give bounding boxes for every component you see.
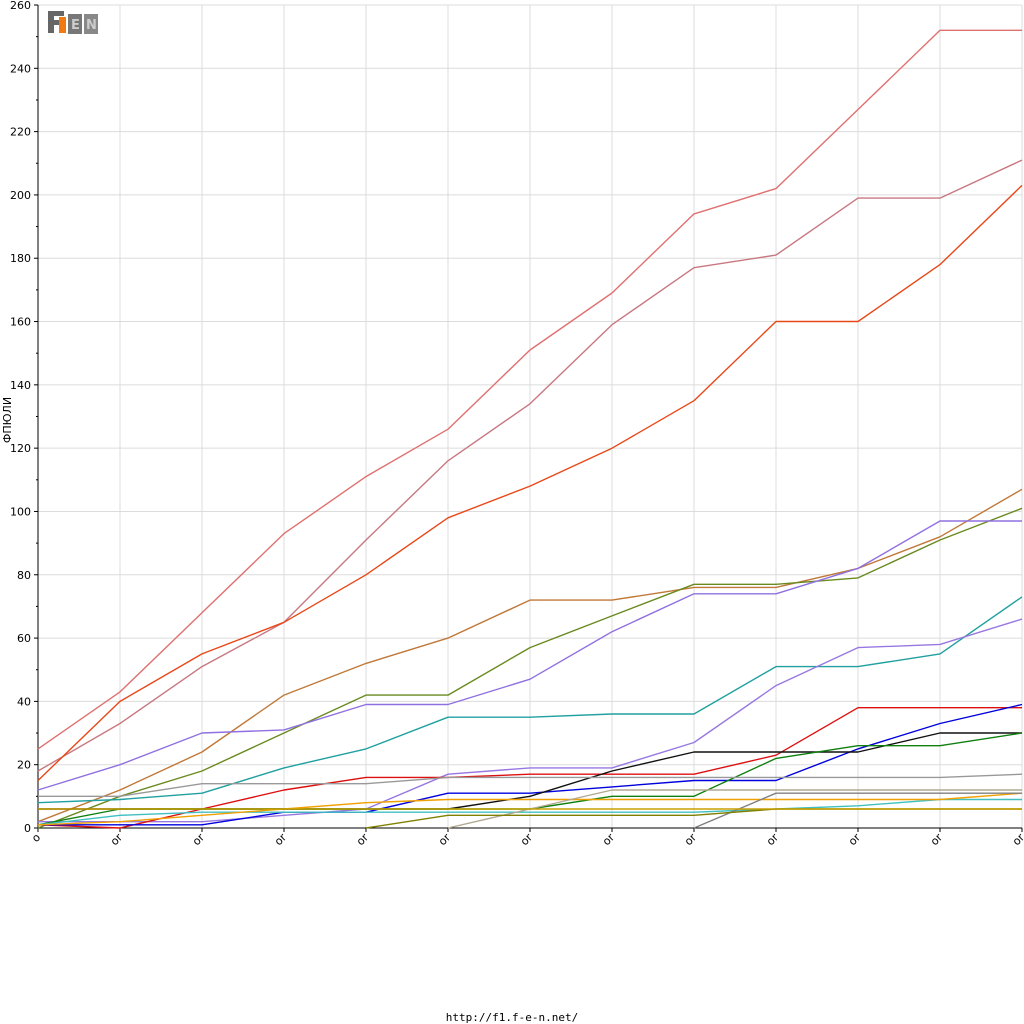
series-line-15 bbox=[447, 789, 1022, 829]
y-tick-label: 20 bbox=[17, 759, 31, 772]
series-line-6 bbox=[37, 596, 1023, 804]
y-tick-label: 60 bbox=[17, 632, 31, 645]
series-line-9 bbox=[38, 703, 1023, 826]
grid-lines bbox=[37, 4, 1023, 829]
y-tick-label: 240 bbox=[10, 62, 31, 75]
y-tick-label: 140 bbox=[10, 379, 31, 392]
series-line-5 bbox=[37, 520, 1022, 791]
y-tick-label: 220 bbox=[10, 126, 31, 139]
footer-url[interactable]: http://f1.f-e-n.net/ bbox=[445, 1011, 579, 1024]
x-tick-label: or bbox=[518, 831, 535, 848]
x-tick-label: or bbox=[928, 831, 945, 848]
y-tick-label: 160 bbox=[10, 316, 31, 329]
y-tick-labels: 0 20 40 60 80 100 120 140 160 180 200 220 240 260 bbox=[10, 0, 31, 835]
x-tick-label: or bbox=[354, 831, 371, 848]
axes bbox=[34, 4, 1023, 832]
f1en-logo: E N bbox=[47, 8, 99, 36]
series-line-4 bbox=[37, 507, 1023, 829]
y-tick-label: 80 bbox=[17, 569, 31, 582]
x-tick-label: or bbox=[764, 831, 781, 848]
y-axis-label: ФПЮЛИ bbox=[1, 397, 14, 443]
y-tick-label: 0 bbox=[24, 822, 31, 835]
series-line-2 bbox=[37, 184, 1023, 782]
y-tick-label: 40 bbox=[17, 695, 31, 708]
x-tick-label: or bbox=[600, 831, 617, 848]
series-line-12 bbox=[38, 773, 1023, 797]
series-line-1 bbox=[37, 159, 1023, 772]
y-tick-label: 180 bbox=[10, 252, 31, 265]
svg-text:N: N bbox=[86, 18, 97, 33]
series-line-14 bbox=[37, 792, 1023, 826]
x-tick-label: or bbox=[1010, 831, 1024, 848]
x-tick-label: o bbox=[29, 831, 43, 845]
y-tick-label: 100 bbox=[10, 505, 31, 518]
x-tick-label: or bbox=[846, 831, 863, 848]
x-tick-label: or bbox=[272, 831, 289, 848]
series-line-13 bbox=[37, 798, 1022, 826]
x-tick-labels: o or or or or or or or or or or or or bbox=[29, 831, 1024, 848]
series-lines bbox=[37, 29, 1023, 829]
series-line-16 bbox=[693, 792, 1022, 829]
y-tick-label: 200 bbox=[10, 189, 31, 202]
svg-text:E: E bbox=[71, 18, 80, 33]
x-tick-label: or bbox=[108, 831, 125, 848]
y-tick-label: 120 bbox=[10, 442, 31, 455]
y-tick-label: 260 bbox=[10, 0, 31, 12]
x-tick-label: or bbox=[190, 831, 207, 848]
series-line-7 bbox=[38, 618, 1023, 823]
x-tick-label: or bbox=[682, 831, 699, 848]
x-tick-label: or bbox=[436, 831, 453, 848]
series-line-0 bbox=[37, 29, 1022, 750]
